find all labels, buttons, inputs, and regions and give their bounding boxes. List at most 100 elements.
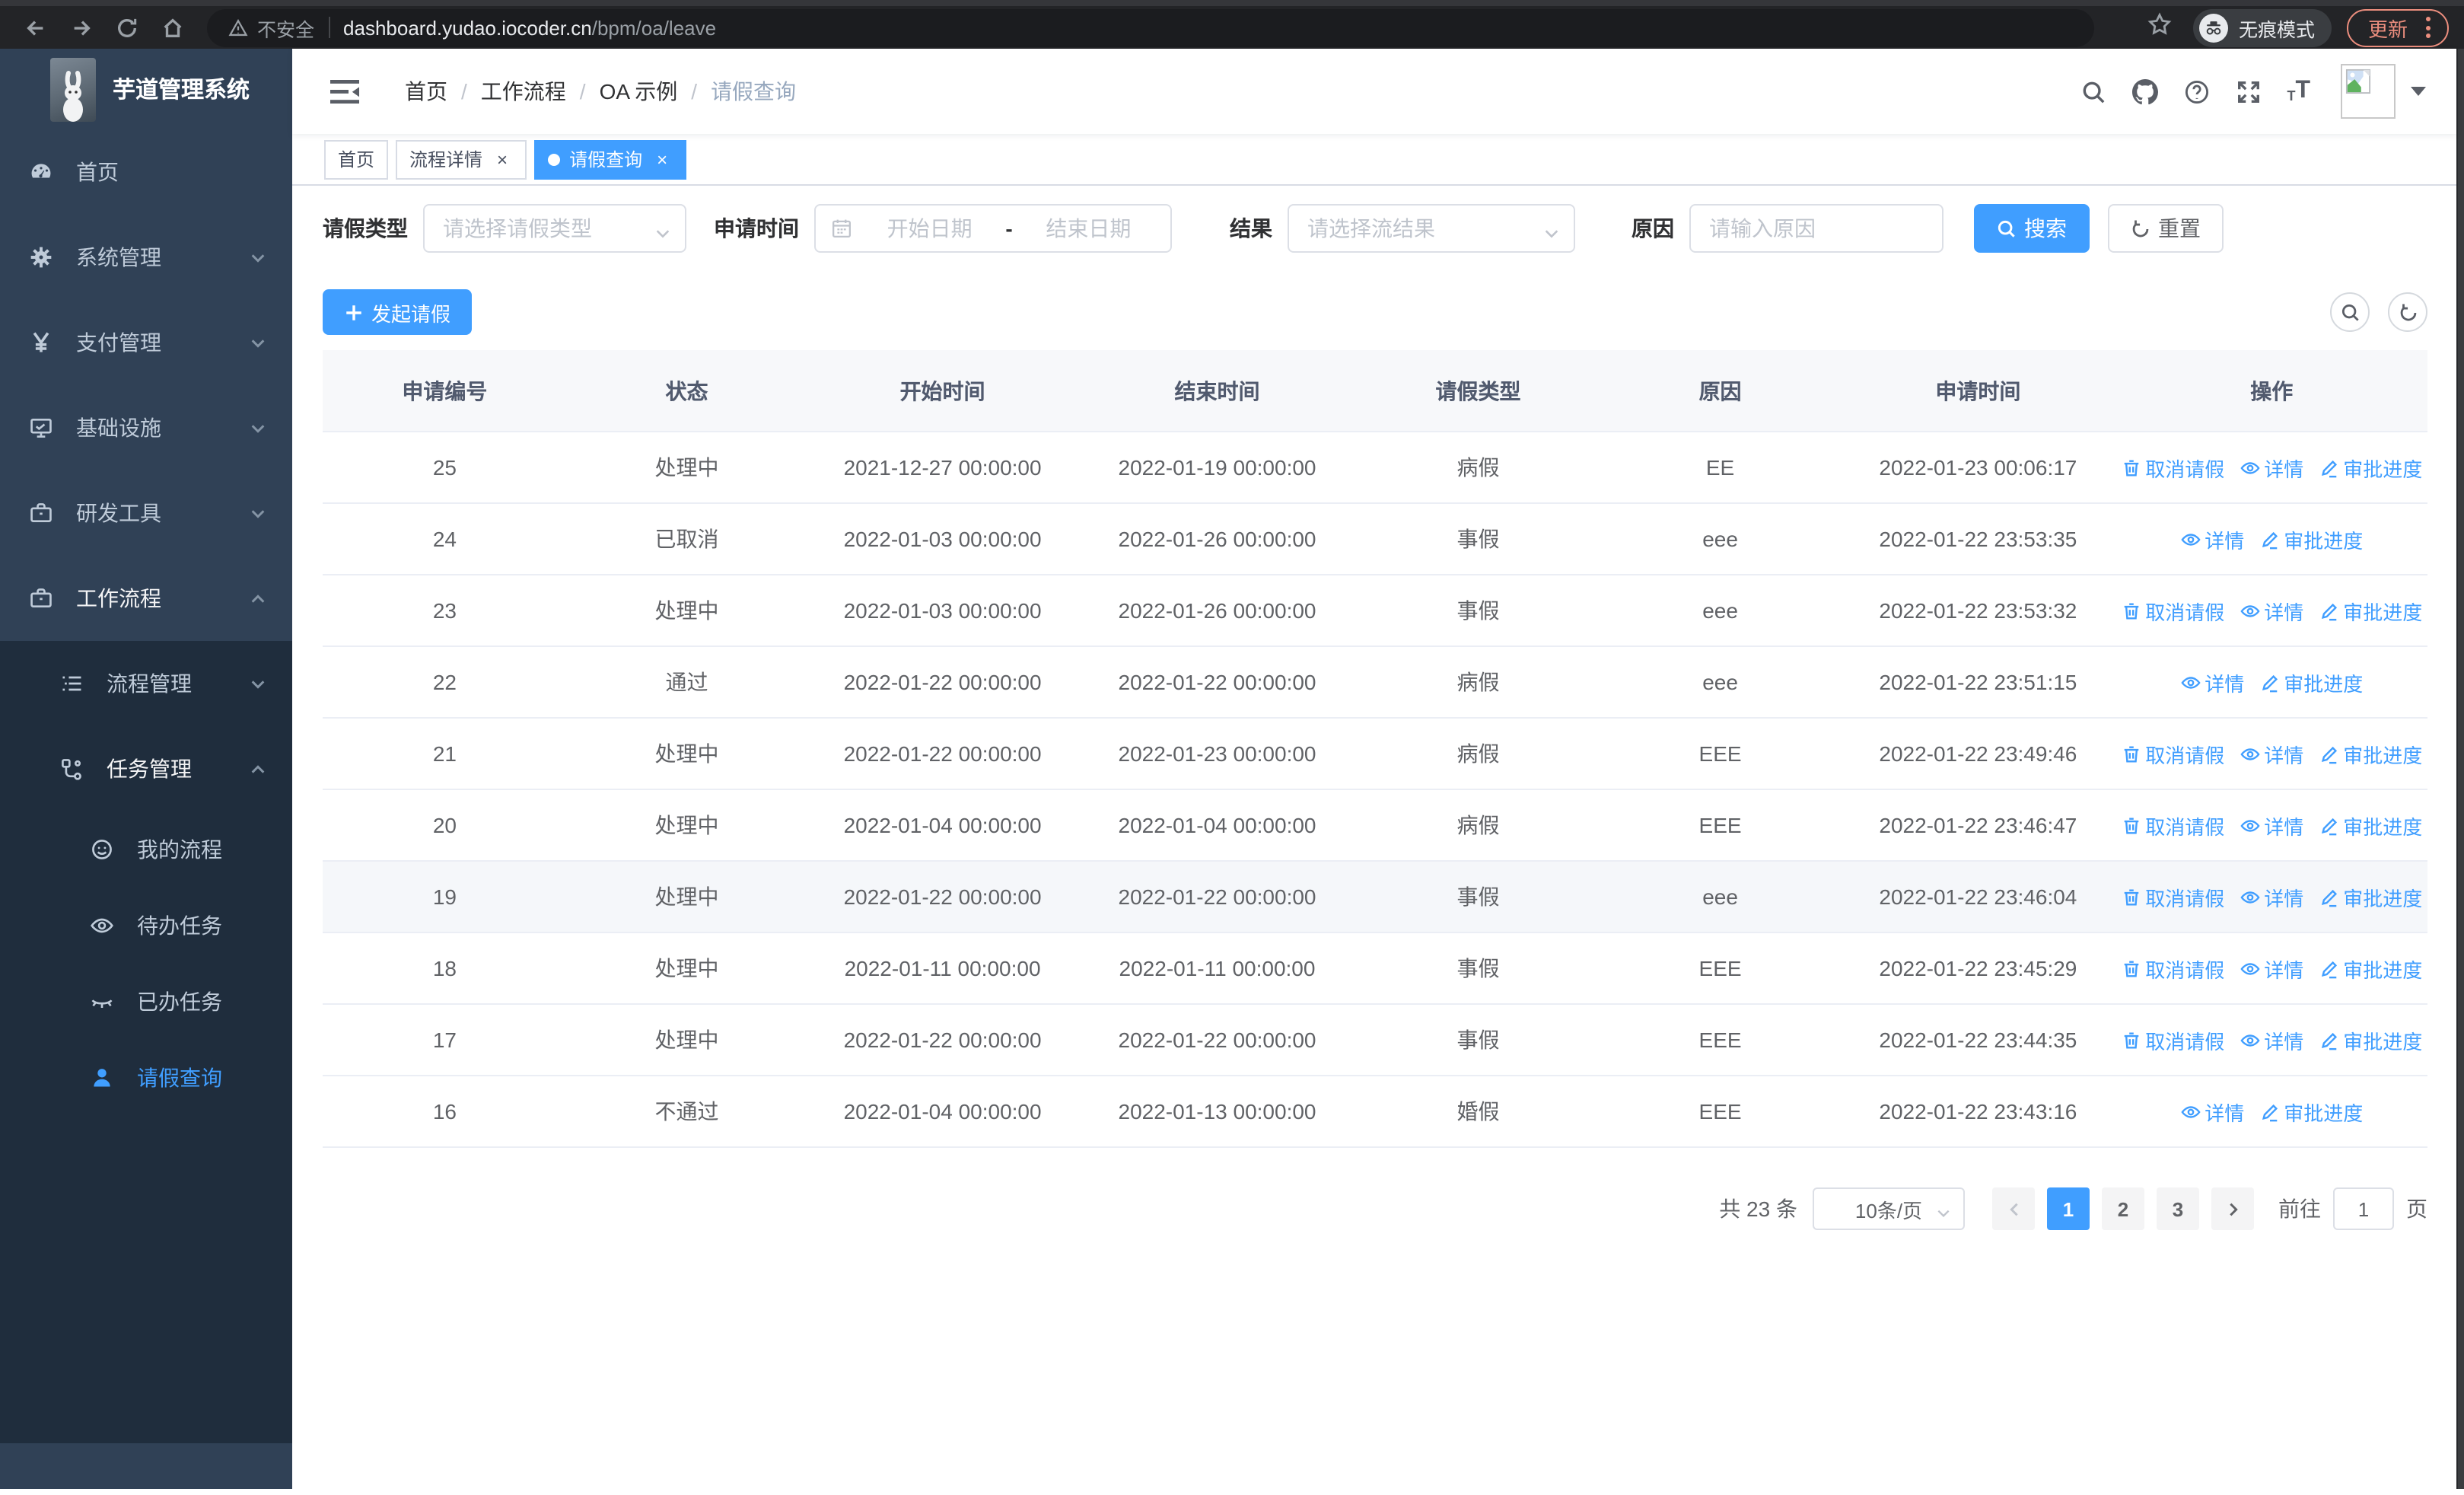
tab-leave-query[interactable]: 请假查询 × xyxy=(534,139,687,179)
yen-icon xyxy=(27,330,53,355)
chevron-down-icon xyxy=(1543,222,1560,247)
briefcase-icon xyxy=(27,500,53,526)
sidebar-item-leave-query[interactable]: 请假查询 xyxy=(0,1040,292,1116)
sidebar-item-devtools[interactable]: 研发工具 xyxy=(0,470,292,556)
breadcrumb-item[interactable]: OA 示例 xyxy=(599,79,678,104)
approval-progress-link[interactable]: 审批进度 xyxy=(2319,954,2422,983)
sidebar-item-system[interactable]: 系统管理 xyxy=(0,215,292,300)
column-header: 状态 xyxy=(665,378,708,403)
goto-page-input[interactable] xyxy=(2333,1187,2394,1230)
refresh-table-button[interactable] xyxy=(2388,292,2427,332)
edit-icon xyxy=(2321,888,2337,907)
tab-process-detail[interactable]: 流程详情 × xyxy=(396,139,527,179)
sidebar-fill xyxy=(0,1116,292,1443)
browser-menu-icon[interactable] xyxy=(2423,14,2434,41)
detail-link[interactable]: 详情 xyxy=(2240,811,2303,840)
reason-input[interactable] xyxy=(1689,204,1944,253)
help-icon[interactable] xyxy=(2183,78,2209,104)
browser-forward-icon[interactable] xyxy=(61,8,100,47)
tab-label: 流程详情 xyxy=(409,149,483,171)
approval-progress-link[interactable]: 审批进度 xyxy=(2319,1025,2422,1054)
approval-progress-link[interactable]: 审批进度 xyxy=(2319,882,2422,911)
github-icon[interactable] xyxy=(2131,78,2158,104)
cancel-leave-link[interactable]: 取消请假 xyxy=(2121,954,2224,983)
sidebar-item-todo-tasks[interactable]: 待办任务 xyxy=(0,888,292,964)
sidebar-item-home[interactable]: 首页 xyxy=(0,129,292,215)
prev-page-button[interactable] xyxy=(1992,1187,2035,1230)
sidebar-collapse-icon[interactable] xyxy=(330,78,359,104)
sidebar-item-payment[interactable]: 支付管理 xyxy=(0,300,292,385)
result-select[interactable]: 请选择流结果 xyxy=(1288,204,1575,253)
bookmark-star-icon[interactable] xyxy=(2147,11,2172,43)
next-page-button[interactable] xyxy=(2211,1187,2254,1230)
browser-reload-icon[interactable] xyxy=(107,8,146,47)
cell-reason: eee xyxy=(1702,527,1738,551)
cancel-leave-link[interactable]: 取消请假 xyxy=(2121,739,2224,768)
browser-back-icon[interactable] xyxy=(15,8,55,47)
approval-progress-link[interactable]: 审批进度 xyxy=(2319,811,2422,840)
approval-progress-link[interactable]: 审批进度 xyxy=(2259,668,2363,696)
url-bar[interactable]: 不安全 dashboard.yudao.iocoder.cn/bpm/oa/le… xyxy=(207,8,2094,46)
sidebar-item-infrastructure[interactable]: 基础设施 xyxy=(0,385,292,470)
cell-status: 处理中 xyxy=(654,885,719,909)
detail-link[interactable]: 详情 xyxy=(2180,524,2244,553)
page-button-2[interactable]: 2 xyxy=(2102,1187,2144,1230)
sidebar-item-label: 任务管理 xyxy=(107,757,192,781)
close-icon[interactable]: × xyxy=(497,148,508,170)
detail-link[interactable]: 详情 xyxy=(2240,453,2303,482)
breadcrumb-item[interactable]: 工作流程 xyxy=(480,79,566,104)
detail-link[interactable]: 详情 xyxy=(2240,954,2303,983)
toggle-search-button[interactable] xyxy=(2330,292,2370,332)
table-row: 19 处理中 2022-01-22 00:00:00 2022-01-22 00… xyxy=(323,862,2427,933)
avatar-dropdown-caret-icon[interactable] xyxy=(2411,87,2426,96)
sidebar-item-label: 已办任务 xyxy=(137,990,222,1014)
sidebar-item-done-tasks[interactable]: 已办任务 xyxy=(0,964,292,1040)
cancel-leave-link[interactable]: 取消请假 xyxy=(2121,882,2224,911)
cell-start: 2022-01-22 00:00:00 xyxy=(843,1028,1042,1052)
page-scrollbar[interactable] xyxy=(2456,49,2464,1489)
detail-link[interactable]: 详情 xyxy=(2240,1025,2303,1054)
browser-home-icon[interactable] xyxy=(152,8,192,47)
approval-progress-link[interactable]: 审批进度 xyxy=(2259,524,2363,553)
approval-progress-link[interactable]: 审批进度 xyxy=(2319,596,2422,625)
detail-link[interactable]: 详情 xyxy=(2240,739,2303,768)
approval-progress-link[interactable]: 审批进度 xyxy=(2259,1097,2363,1126)
leave-type-select[interactable]: 请选择请假类型 xyxy=(423,204,686,253)
fullscreen-icon[interactable] xyxy=(2235,78,2261,104)
sidebar-item-process-mgmt[interactable]: 流程管理 xyxy=(0,641,292,726)
search-button[interactable]: 搜索 xyxy=(1974,204,2090,253)
detail-link[interactable]: 详情 xyxy=(2240,596,2303,625)
page-size-select[interactable]: 10条/页 xyxy=(1813,1187,1965,1230)
breadcrumb-item[interactable]: 首页 xyxy=(405,79,447,104)
search-icon[interactable] xyxy=(2080,78,2106,104)
update-button[interactable]: 更新 xyxy=(2346,8,2449,46)
close-icon[interactable]: × xyxy=(657,148,668,170)
eye-icon xyxy=(2240,819,2259,831)
cell-type: 事假 xyxy=(1456,885,1500,909)
tab-home[interactable]: 首页 xyxy=(324,139,389,179)
cell-id: 16 xyxy=(432,1099,457,1124)
cancel-leave-link[interactable]: 取消请假 xyxy=(2121,811,2224,840)
sidebar-item-task-mgmt[interactable]: 任务管理 xyxy=(0,726,292,811)
sidebar-item-label: 流程管理 xyxy=(107,671,192,696)
approval-progress-link[interactable]: 审批进度 xyxy=(2319,453,2422,482)
sidebar-item-my-process[interactable]: 我的流程 xyxy=(0,811,292,888)
page-button-1[interactable]: 1 xyxy=(2047,1187,2090,1230)
approval-progress-link[interactable]: 审批进度 xyxy=(2319,739,2422,768)
detail-link[interactable]: 详情 xyxy=(2180,668,2244,696)
detail-link[interactable]: 详情 xyxy=(2180,1097,2244,1126)
table-toolbar: 发起请假 xyxy=(323,289,2427,335)
user-avatar[interactable] xyxy=(2341,64,2396,119)
reset-button[interactable]: 重置 xyxy=(2108,204,2224,253)
sidebar-item-workflow[interactable]: 工作流程 xyxy=(0,556,292,641)
eye-icon xyxy=(2240,604,2259,617)
create-leave-button[interactable]: 发起请假 xyxy=(323,289,473,335)
detail-link[interactable]: 详情 xyxy=(2240,882,2303,911)
cell-start: 2022-01-22 00:00:00 xyxy=(843,741,1042,766)
page-button-3[interactable]: 3 xyxy=(2157,1187,2199,1230)
cancel-leave-link[interactable]: 取消请假 xyxy=(2121,453,2224,482)
cancel-leave-link[interactable]: 取消请假 xyxy=(2121,1025,2224,1054)
date-range-picker[interactable]: 开始日期 - 结束日期 xyxy=(814,204,1172,253)
cancel-leave-link[interactable]: 取消请假 xyxy=(2121,596,2224,625)
